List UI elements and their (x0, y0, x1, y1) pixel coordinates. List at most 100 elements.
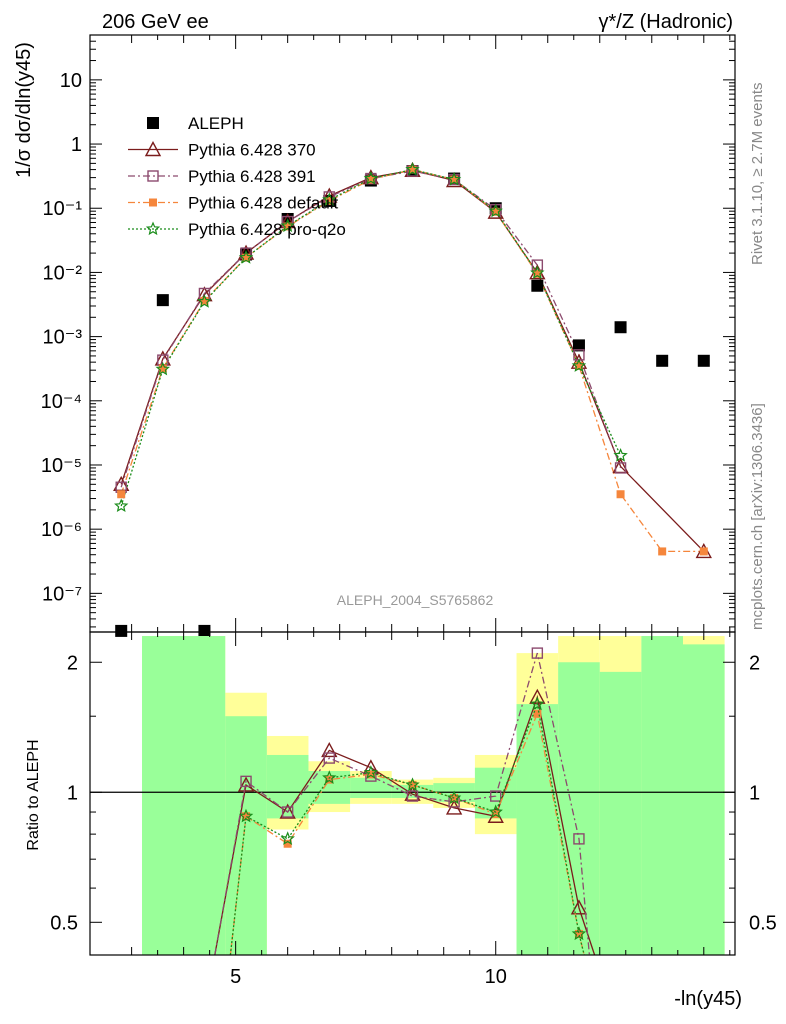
ratio-point-s0-3 (321, 741, 338, 758)
main-point-s3-4 (283, 222, 292, 231)
ratio-point-s3-4 (363, 765, 379, 779)
ratio-band-green-1 (225, 716, 267, 955)
main-point-s4-1 (155, 361, 170, 376)
main-point-s0-0 (115, 624, 128, 637)
main-frame (89, 34, 736, 633)
ratio-y-tick-label-l-2: 2 (67, 652, 78, 674)
ratio-point-s2-4 (366, 770, 375, 779)
main-point-s0-10 (531, 279, 544, 292)
analysis-id-label: ALEPH_2004_S5765862 (337, 592, 494, 608)
legend-label-1: Pythia 6.428 370 (188, 141, 316, 160)
ratio-y-tick-label-l-0: 0.5 (50, 912, 78, 934)
main-y-tick-label-7: 1 (71, 134, 82, 156)
main-point-s0-2 (198, 624, 211, 637)
ratio-point-s3-2 (280, 831, 295, 845)
header-left-title: 206 GeV ee (102, 11, 209, 33)
ratio-point-s2-5 (408, 780, 417, 789)
main-point-s3-11 (574, 361, 583, 370)
legend-label-3: Pythia 6.428 default (188, 194, 339, 213)
ratio-line-series-0 (214, 694, 596, 956)
ratio-y-tick-label-r-0: 0.5 (749, 912, 777, 934)
ratio-point-s2-9 (574, 929, 583, 938)
main-point-s4-12 (613, 448, 628, 462)
ratio-y-tick-label-l-1: 1 (67, 782, 78, 804)
main-point-s4-3 (238, 250, 254, 264)
ratio-y-axis-label: Ratio to ALEPH (25, 739, 42, 850)
main-y-tick-label-2: 10⁻⁵ (41, 455, 82, 477)
ratio-line-series-1 (214, 652, 591, 956)
legend-marker-3 (149, 198, 157, 207)
ratio-point-s1-2 (281, 806, 294, 818)
ratio-point-s3-3 (322, 770, 337, 785)
ratio-band-green-11 (641, 636, 683, 955)
header-right-title: γ*/Z (Hadronic) (599, 11, 733, 33)
main-point-s3-1 (158, 364, 167, 373)
ratio-band-green-10 (599, 671, 642, 955)
ratio-panel: 5 10 0.5 0.5 1 1 2 2 (50, 631, 777, 988)
main-point-s4-4 (280, 218, 295, 233)
legend-label-0: ALEPH (188, 114, 244, 133)
legend-marker-0 (147, 117, 159, 129)
ratio-band-green-4 (350, 777, 392, 798)
main-y-tick-label-5: 10⁻² (43, 262, 83, 284)
ratio-y-tick-label-r-1: 1 (749, 782, 760, 804)
legend-label-4: Pythia 6.428 pro-q2o (188, 220, 346, 239)
ratio-x-tick-label-0: 5 (230, 966, 241, 988)
ratio-point-s2-3 (325, 775, 334, 784)
ratio-band-green-12 (682, 644, 725, 955)
ratio-point-s3-6 (446, 790, 462, 805)
main-point-s4-11 (571, 358, 587, 372)
ratio-point-s3-5 (405, 777, 420, 792)
main-point-s3-7 (408, 165, 417, 174)
ratio-x-tick-label-1: 10 (485, 966, 507, 988)
x-axis-label: -ln(y45) (674, 988, 742, 1010)
main-point-s4-9 (488, 203, 503, 218)
main-point-s0-1 (156, 294, 169, 307)
main-y-tick-label-0: 10⁻⁷ (42, 583, 82, 605)
main-y-tick-label-6: 10⁻¹ (43, 198, 83, 220)
main-point-s4-7 (405, 162, 420, 176)
ratio-point-s3-9 (571, 926, 587, 941)
side-label-mcplots: mcplots.cern.ch [arXiv:1306.3436] (749, 403, 766, 630)
main-line-series-2 (120, 170, 622, 488)
main-point-s3-8 (450, 175, 459, 184)
main-point-s2-12 (614, 462, 627, 474)
main-point-s0-13 (656, 354, 669, 367)
ratio-frame (89, 631, 736, 956)
ratio-point-s1-3 (323, 752, 335, 764)
main-panel: 10⁻⁷ 10⁻⁶ 10⁻⁵ 10⁻⁴ 10⁻³ 10⁻² 10⁻¹ 1 10 (41, 34, 736, 637)
ratio-band-green-9 (558, 662, 600, 955)
main-point-s4-0 (114, 498, 129, 513)
ratio-point-s3-1 (238, 808, 254, 823)
main-y-tick-label-3: 10⁻⁴ (41, 391, 82, 413)
ratio-band-green-0 (142, 636, 226, 955)
main-y-tick-label-4: 10⁻³ (43, 327, 83, 349)
main-point-s3-3 (242, 253, 251, 262)
ratio-y-tick-label-r-2: 2 (749, 652, 760, 674)
main-point-s0-11 (572, 339, 585, 352)
ratio-point-s0-5 (404, 785, 421, 801)
main-point-s4-2 (197, 294, 212, 308)
ratio-point-s1-1 (240, 775, 252, 788)
ratio-point-s0-9 (570, 899, 588, 915)
main-point-s3-9 (491, 207, 500, 216)
legend-marker-2 (147, 170, 159, 182)
ratio-point-s1-9 (573, 833, 585, 845)
main-point-s4-6 (363, 171, 379, 185)
ratio-point-s2-2 (283, 839, 292, 848)
main-y-axis-label: 1/σ dσ/dln(y45) (13, 42, 35, 178)
ratio-point-s1-7 (490, 790, 502, 802)
ratio-point-s1-8 (531, 647, 544, 659)
main-point-s3-14 (699, 547, 708, 556)
main-y-tick-label-1: 10⁻⁶ (41, 519, 82, 541)
legend: ALEPH Pythia 6.428 370 Pythia 6.428 391 Pyt… (128, 114, 346, 239)
legend-marker-4 (145, 221, 161, 236)
main-point-s0-12 (614, 321, 627, 334)
side-label-rivet: Rivet 3.1.10, ≥ 2.7M events (749, 83, 766, 266)
main-line-series-3 (120, 168, 704, 553)
main-point-s4-8 (446, 171, 462, 186)
ratio-band-green-2 (266, 754, 309, 819)
main-point-s3-10 (533, 269, 542, 278)
main-point-s0-14 (697, 354, 710, 367)
main-point-s3-0 (117, 490, 126, 499)
